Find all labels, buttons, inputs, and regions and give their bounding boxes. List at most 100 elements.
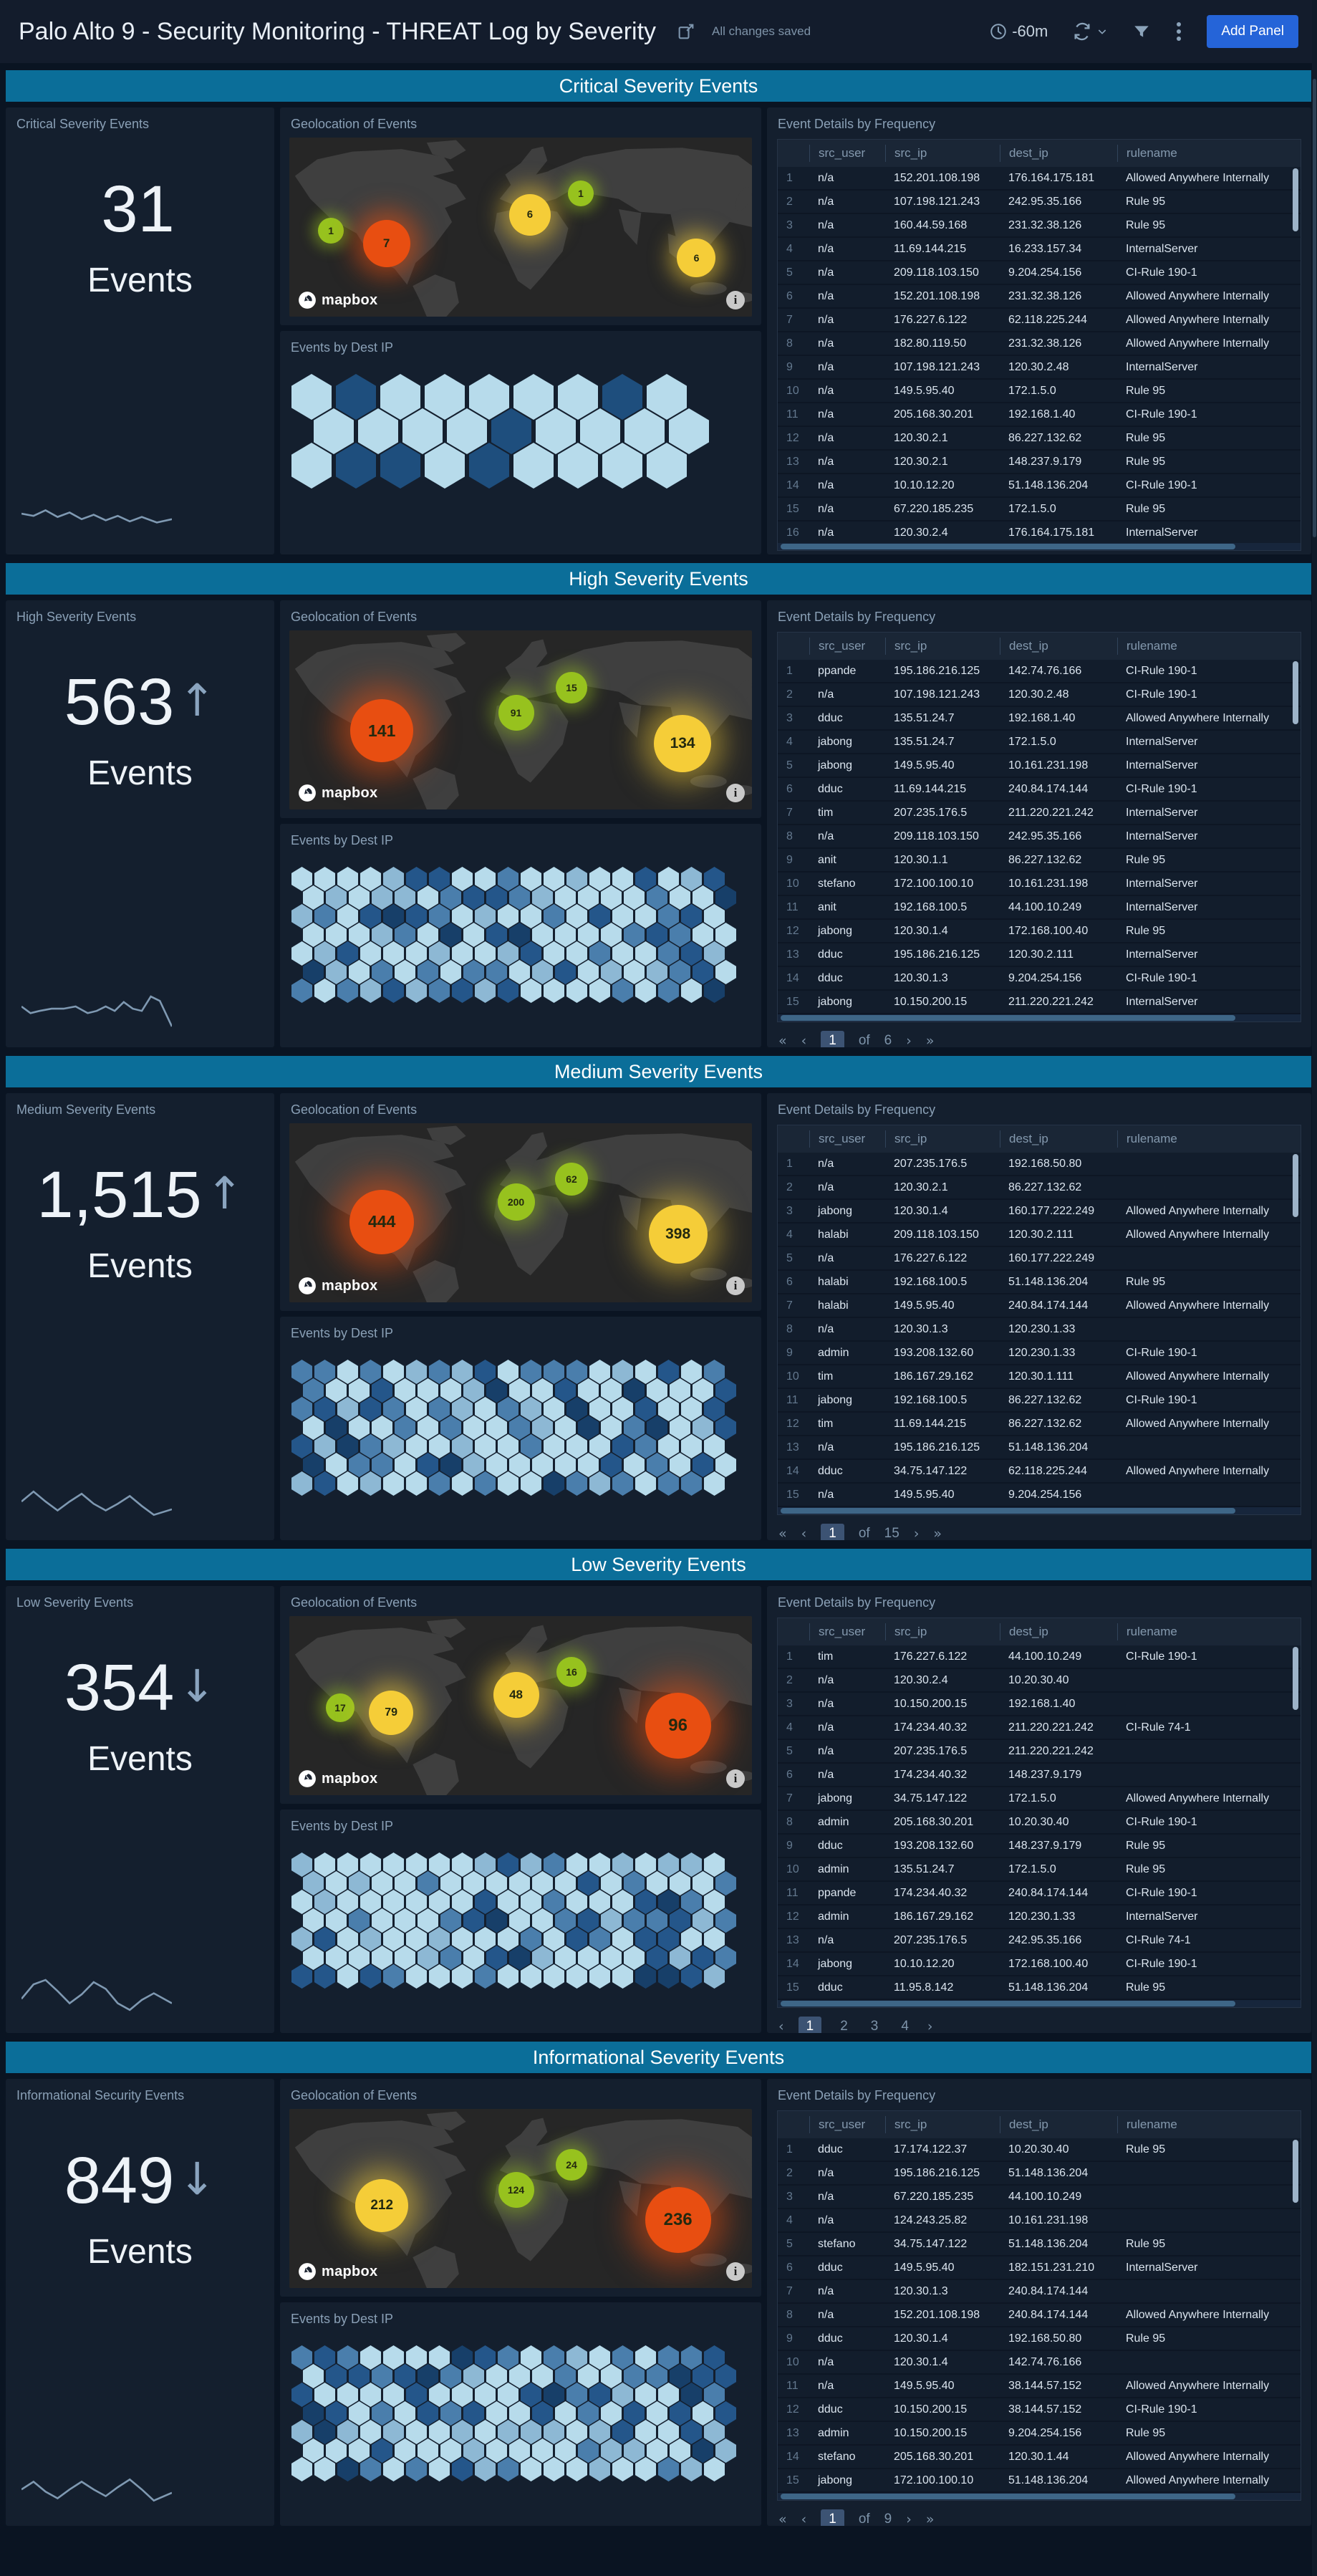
table-row[interactable]: 7 halabi 149.5.95.40 240.84.174.144 Allowed …	[778, 1294, 1301, 1318]
table-row[interactable]: 14 dduc 120.30.1.3 9.204.254.156 CI-Rule 190…	[778, 967, 1301, 991]
column-header-rulename[interactable]: rulename	[1117, 2116, 1301, 2133]
table-row[interactable]: 4 n/a 124.243.25.82 10.161.231.198	[778, 2209, 1301, 2233]
map-bubble-236[interactable]: 236	[645, 2187, 711, 2253]
table-row[interactable]: 12 n/a 120.30.2.1 86.227.132.62 Rule 95	[778, 427, 1301, 451]
table-row[interactable]: 11 ppande 174.234.40.32 240.84.174.144 CI-Ru…	[778, 1882, 1301, 1905]
page-scrollbar[interactable]	[1312, 0, 1317, 2576]
column-header-src_ip[interactable]: src_ip	[885, 638, 1000, 655]
next-page-button[interactable]: ›	[913, 1526, 920, 1540]
table-row[interactable]: 14 jabong 10.10.12.20 172.168.100.40 CI-Rule…	[778, 1953, 1301, 1976]
map-bubble-6[interactable]: 6	[508, 193, 551, 236]
table-vertical-scrollbar[interactable]	[1293, 1154, 1298, 1494]
table-hscroll-thumb[interactable]	[781, 2494, 1236, 2499]
table-hscroll-thumb[interactable]	[781, 544, 1236, 549]
table-row[interactable]: 14 n/a 10.10.12.20 51.148.136.204 CI-Rule 19…	[778, 474, 1301, 498]
table-row[interactable]: 2 n/a 107.198.121.243 120.30.2.48 CI-Rule 19…	[778, 683, 1301, 707]
table-row[interactable]: 9 admin 193.208.132.60 120.230.1.33 CI-Rule …	[778, 1342, 1301, 1365]
map-bubble-212[interactable]: 212	[355, 2179, 409, 2232]
table-row[interactable]: 13 n/a 195.186.216.125 51.148.136.204	[778, 1436, 1301, 1460]
table-row[interactable]: 7 tim 207.235.176.5 211.220.221.242 Internal…	[778, 802, 1301, 825]
map-info-icon[interactable]: i	[726, 291, 745, 309]
map-bubble-141[interactable]: 141	[350, 699, 414, 762]
table-hscroll-thumb[interactable]	[781, 1508, 1236, 1514]
table-row[interactable]: 10 stefano 172.100.100.10 10.161.231.198 Int…	[778, 873, 1301, 896]
table-horizontal-scrollbar[interactable]	[778, 2000, 1301, 2007]
column-header-dest_ip[interactable]: dest_ip	[1000, 145, 1117, 162]
table-row[interactable]: 3 n/a 67.220.185.235 44.100.10.249	[778, 2186, 1301, 2209]
column-header-rulename[interactable]: rulename	[1117, 145, 1301, 162]
map-bubble-444[interactable]: 444	[349, 1189, 415, 1254]
table-row[interactable]: 2 n/a 120.30.2.1 86.227.132.62	[778, 1176, 1301, 1200]
table-row[interactable]: 5 stefano 34.75.147.122 51.148.136.204 Rule …	[778, 2233, 1301, 2257]
map-bubble-200[interactable]: 200	[497, 1183, 535, 1221]
table-vertical-scrollbar[interactable]	[1293, 168, 1298, 529]
table-row[interactable]: 1 ppande 195.186.216.125 142.74.76.166 CI-Ru…	[778, 660, 1301, 683]
column-header-dest_ip[interactable]: dest_ip	[1000, 1130, 1117, 1148]
column-header-dest_ip[interactable]: dest_ip	[1000, 638, 1117, 655]
world-map[interactable]: 444 200 62 398 mapbox i	[289, 1123, 752, 1302]
more-menu-button[interactable]	[1175, 21, 1182, 42]
mapbox-attribution[interactable]: mapbox	[298, 1769, 377, 1788]
map-bubble-62[interactable]: 62	[555, 1162, 589, 1196]
table-row[interactable]: 11 anit 192.168.100.5 44.100.10.249 Internal…	[778, 896, 1301, 920]
table-vscroll-thumb[interactable]	[1293, 168, 1298, 231]
table-row[interactable]: 16 n/a 120.30.2.4 176.164.175.181 InternalSe…	[778, 522, 1301, 543]
last-page-button[interactable]: »	[925, 2512, 935, 2526]
table-vscroll-thumb[interactable]	[1293, 2140, 1298, 2203]
column-header-rulename[interactable]: rulename	[1117, 638, 1301, 655]
table-row[interactable]: 9 dduc 193.208.132.60 148.237.9.179 Rule 95	[778, 1835, 1301, 1858]
current-page[interactable]: 1	[821, 1031, 844, 1047]
table-row[interactable]: 10 n/a 149.5.95.40 172.1.5.0 Rule 95	[778, 380, 1301, 403]
column-header-src_user[interactable]: src_user	[809, 2116, 885, 2133]
table-row[interactable]: 12 jabong 120.30.1.4 172.168.100.40 Rule 95	[778, 920, 1301, 943]
column-header-src_user[interactable]: src_user	[809, 638, 885, 655]
map-bubble-398[interactable]: 398	[648, 1205, 708, 1264]
map-bubble-96[interactable]: 96	[645, 1692, 711, 1759]
table-row[interactable]: 5 n/a 209.118.103.150 9.204.254.156 CI-Rule …	[778, 261, 1301, 285]
table-row[interactable]: 5 n/a 176.227.6.122 160.177.222.249	[778, 1247, 1301, 1271]
table-row[interactable]: 12 dduc 10.150.200.15 38.144.57.152 CI-Rule …	[778, 2398, 1301, 2422]
map-bubble-91[interactable]: 91	[498, 695, 534, 731]
map-bubble-48[interactable]: 48	[493, 1672, 539, 1718]
column-header-dest_ip[interactable]: dest_ip	[1000, 1623, 1117, 1640]
map-info-icon[interactable]: i	[726, 2262, 745, 2281]
table-row[interactable]: 7 n/a 120.30.1.3 240.84.174.144	[778, 2280, 1301, 2304]
table-row[interactable]: 4 jabong 135.51.24.7 172.1.5.0 InternalServe…	[778, 731, 1301, 754]
table-row[interactable]: 1 n/a 152.201.108.198 176.164.175.181 Allowe…	[778, 167, 1301, 191]
mapbox-attribution[interactable]: mapbox	[298, 784, 377, 802]
table-row[interactable]: 15 jabong 10.150.200.15 211.220.221.242 Inte…	[778, 991, 1301, 1014]
table-vscroll-thumb[interactable]	[1293, 1647, 1298, 1710]
last-page-button[interactable]: »	[925, 1033, 935, 1047]
table-row[interactable]: 8 admin 205.168.30.201 10.20.30.40 CI-Rule 1…	[778, 1811, 1301, 1835]
table-row[interactable]: 3 dduc 135.51.24.7 192.168.1.40 Allowed Anyw…	[778, 707, 1301, 731]
page-button-1[interactable]: 1	[798, 2017, 822, 2033]
page-button-2[interactable]: 2	[840, 2019, 848, 2033]
page-button-4[interactable]: 4	[901, 2019, 909, 2033]
table-row[interactable]: 15 jabong 172.100.100.10 51.148.136.204 Allo…	[778, 2469, 1301, 2493]
refresh-button[interactable]	[1072, 21, 1108, 42]
column-header-rulename[interactable]: rulename	[1117, 1623, 1301, 1640]
table-row[interactable]: 9 anit 120.30.1.1 86.227.132.62 Rule 95	[778, 849, 1301, 873]
table-vscroll-thumb[interactable]	[1293, 661, 1298, 724]
table-row[interactable]: 7 jabong 34.75.147.122 172.1.5.0 Allowed Any…	[778, 1787, 1301, 1811]
table-row[interactable]: 13 dduc 195.186.216.125 120.30.2.111 Interna…	[778, 943, 1301, 967]
column-header-src_ip[interactable]: src_ip	[885, 145, 1000, 162]
mapbox-attribution[interactable]: mapbox	[298, 291, 377, 309]
map-bubble-24[interactable]: 24	[556, 2148, 588, 2181]
table-vertical-scrollbar[interactable]	[1293, 2140, 1298, 2480]
table-row[interactable]: 13 n/a 120.30.2.1 148.237.9.179 Rule 95	[778, 451, 1301, 474]
table-row[interactable]: 6 dduc 149.5.95.40 182.151.231.210 InternalS…	[778, 2257, 1301, 2280]
table-row[interactable]: 8 n/a 182.80.119.50 231.32.38.126 Allowed An…	[778, 332, 1301, 356]
table-row[interactable]: 6 dduc 11.69.144.215 240.84.174.144 CI-Rule …	[778, 778, 1301, 802]
prev-page-button[interactable]: ‹	[801, 1526, 807, 1540]
mapbox-attribution[interactable]: mapbox	[298, 1277, 377, 1295]
table-row[interactable]: 15 n/a 67.220.185.235 172.1.5.0 Rule 95	[778, 498, 1301, 522]
map-bubble-16[interactable]: 16	[556, 1656, 587, 1687]
table-row[interactable]: 11 jabong 192.168.100.5 86.227.132.62 CI-Rul…	[778, 1389, 1301, 1413]
table-row[interactable]: 6 halabi 192.168.100.5 51.148.136.204 Rule 9…	[778, 1271, 1301, 1294]
map-bubble-6[interactable]: 6	[677, 238, 716, 277]
add-panel-button[interactable]: Add Panel	[1207, 15, 1298, 48]
map-info-icon[interactable]: i	[726, 1277, 745, 1295]
table-row[interactable]: 4 halabi 209.118.103.150 120.30.2.111 Allowe…	[778, 1224, 1301, 1247]
